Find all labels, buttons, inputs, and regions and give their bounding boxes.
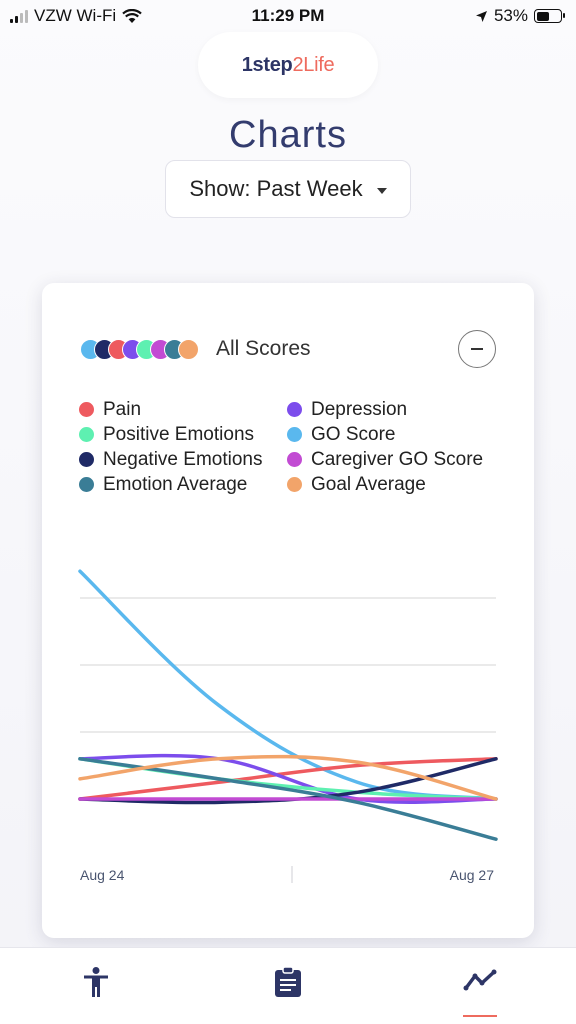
legend-label: Emotion Average [103,473,248,495]
score-dot [178,338,199,360]
status-right: 53% [475,6,565,26]
status-time: 11:29 PM [251,6,325,25]
legend-label: Depression [311,398,408,420]
app-logo: 1step 2Life [198,32,378,98]
wifi-icon [122,8,142,23]
legend-item[interactable]: Caregiver GO Score [287,449,509,470]
clipboard-icon [275,966,301,997]
legend-label: Goal Average [311,473,426,495]
collapse-button[interactable] [458,330,496,368]
scores-header[interactable]: All Scores [80,337,311,361]
legend-swatch [287,402,302,417]
chart-card: All Scores Pain Depression Positive Emotio… [42,283,534,938]
person-icon [84,967,108,997]
chevron-down-icon [376,187,387,194]
legend-item[interactable]: Emotion Average [79,474,287,495]
legend-item[interactable]: Goal Average [287,474,509,495]
location-arrow-icon [475,10,487,22]
x-tick-label-start: Aug 24 [80,867,125,883]
page-title: Charts [229,114,347,156]
legend-label: GO Score [311,423,396,445]
legend-item[interactable]: GO Score [287,424,509,445]
battery-percent: 53% [493,6,528,25]
time-range-dropdown[interactable]: Show: Past Week [165,160,411,218]
scores-label: All Scores [216,337,311,360]
tab-assessments[interactable] [263,966,313,1012]
legend-label: Negative Emotions [103,448,263,470]
series-line [78,757,498,801]
logo-text-2life: 2Life [292,53,335,76]
active-tab-indicator [463,1015,497,1017]
battery-icon [534,9,565,23]
tab-charts[interactable] [455,966,505,1012]
legend-label: Pain [103,398,142,420]
chart-legend: Pain Depression Positive Emotions GO Score N… [79,399,509,495]
score-color-dots [80,338,199,360]
time-range-label: Show: Past Week [189,176,363,201]
legend-swatch [79,477,94,492]
trend-chart-icon [463,969,497,991]
tab-profile[interactable] [71,966,121,1012]
series-line [78,569,498,801]
legend-label: Positive Emotions [103,423,255,445]
legend-item[interactable]: Negative Emotions [79,449,287,470]
cell-signal-icon [10,9,28,23]
carrier-label: VZW Wi-Fi [34,6,117,25]
status-bar: VZW Wi-Fi 11:29 PM 53% [0,0,576,32]
legend-label: Caregiver GO Score [311,448,484,470]
series-line [78,754,498,801]
line-chart [78,569,498,883]
legend-swatch [287,477,302,492]
bottom-tab-bar [0,947,576,1024]
legend-swatch [79,427,94,442]
status-left: VZW Wi-Fi [10,6,142,26]
logo-text-1step: 1step [241,53,293,76]
legend-item[interactable]: Pain [79,399,287,420]
legend-swatch [287,452,302,467]
legend-item[interactable]: Positive Emotions [79,424,287,445]
legend-swatch [287,427,302,442]
series-line [78,753,498,804]
legend-swatch [79,452,94,467]
x-tick-label-end: Aug 27 [449,867,494,883]
minus-icon [471,348,483,350]
legend-item[interactable]: Depression [287,399,509,420]
legend-swatch [79,402,94,417]
